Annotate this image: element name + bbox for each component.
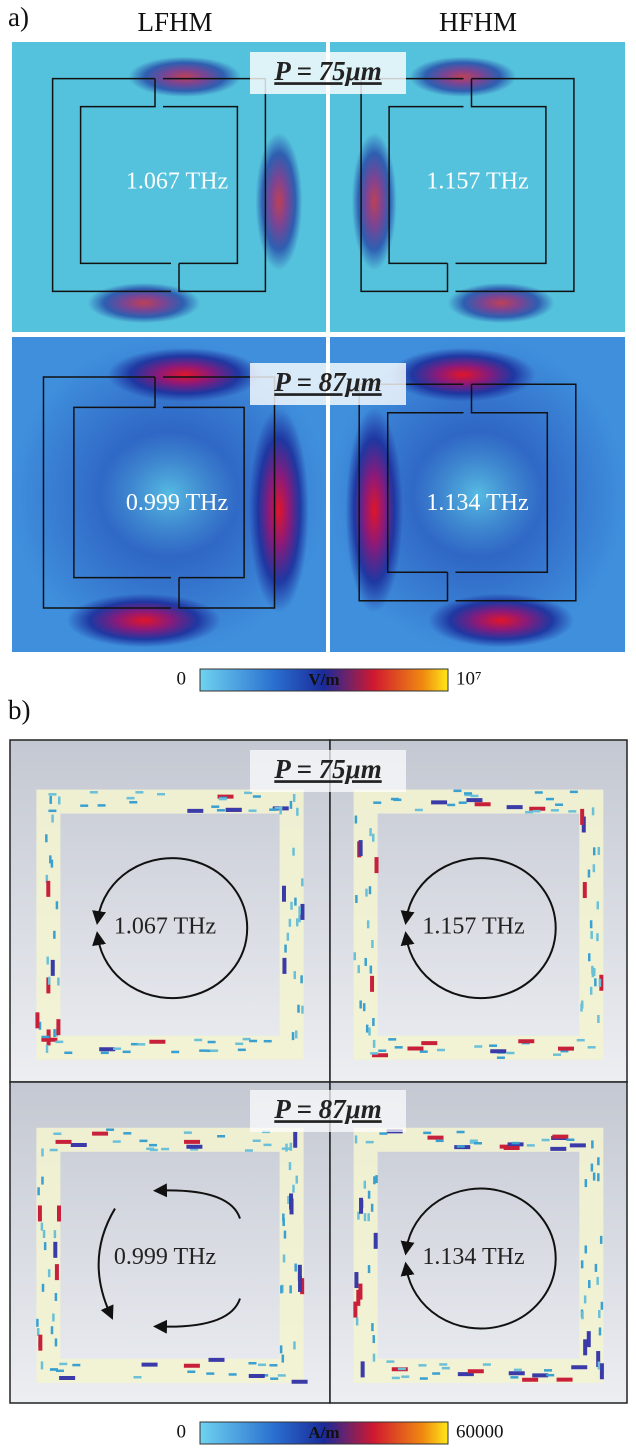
field-hotspot	[128, 57, 241, 97]
colorbar-max: 10⁷	[456, 668, 482, 689]
field-hotspot	[346, 408, 403, 613]
field-hotspot	[390, 348, 536, 402]
period-label: P = 87μm	[273, 1094, 381, 1124]
period-label: P = 87μm	[273, 367, 381, 397]
frequency-label: 0.999 THz	[126, 490, 228, 516]
frequency-label: 1.134 THz	[426, 490, 528, 516]
field-hotspot	[67, 594, 221, 648]
colorbar-unit: A/m	[308, 1423, 339, 1442]
frequency-label: 1.067 THz	[126, 169, 228, 195]
field-hotspot	[108, 348, 262, 402]
field-hotspot	[88, 283, 201, 323]
figure: 1.067 THz 1.157 THz 0.999 THz 1.134 THz P = …	[0, 0, 636, 1450]
field-hotspot	[256, 133, 303, 271]
colorbar-unit: V/m	[308, 670, 339, 689]
period-label: P = 75μm	[273, 754, 381, 784]
figure-body: 1.067 THz 1.157 THz 0.999 THz 1.134 THz P = …	[10, 42, 627, 1444]
field-hotspot	[352, 133, 397, 271]
colorbar-min: 0	[177, 1421, 187, 1442]
column-header: HFHM	[439, 7, 517, 37]
panel-label: b)	[8, 695, 31, 725]
frequency-label: 1.067 THz	[114, 914, 216, 940]
period-label: P = 75μm	[273, 56, 381, 86]
colorbar-min: 0	[177, 668, 187, 689]
panel-label: a)	[8, 2, 29, 32]
field-hotspot	[249, 408, 309, 613]
field-hotspot	[448, 283, 555, 323]
colorbar-max: 60000	[456, 1421, 504, 1442]
frequency-label: 1.134 THz	[422, 1244, 524, 1270]
column-header: LFHM	[137, 7, 212, 37]
field-hotspot	[428, 594, 574, 648]
frequency-label: 1.157 THz	[426, 169, 528, 195]
field-hotspot	[409, 57, 516, 97]
frequency-label: 1.157 THz	[422, 914, 524, 940]
frequency-label: 0.999 THz	[114, 1244, 216, 1270]
